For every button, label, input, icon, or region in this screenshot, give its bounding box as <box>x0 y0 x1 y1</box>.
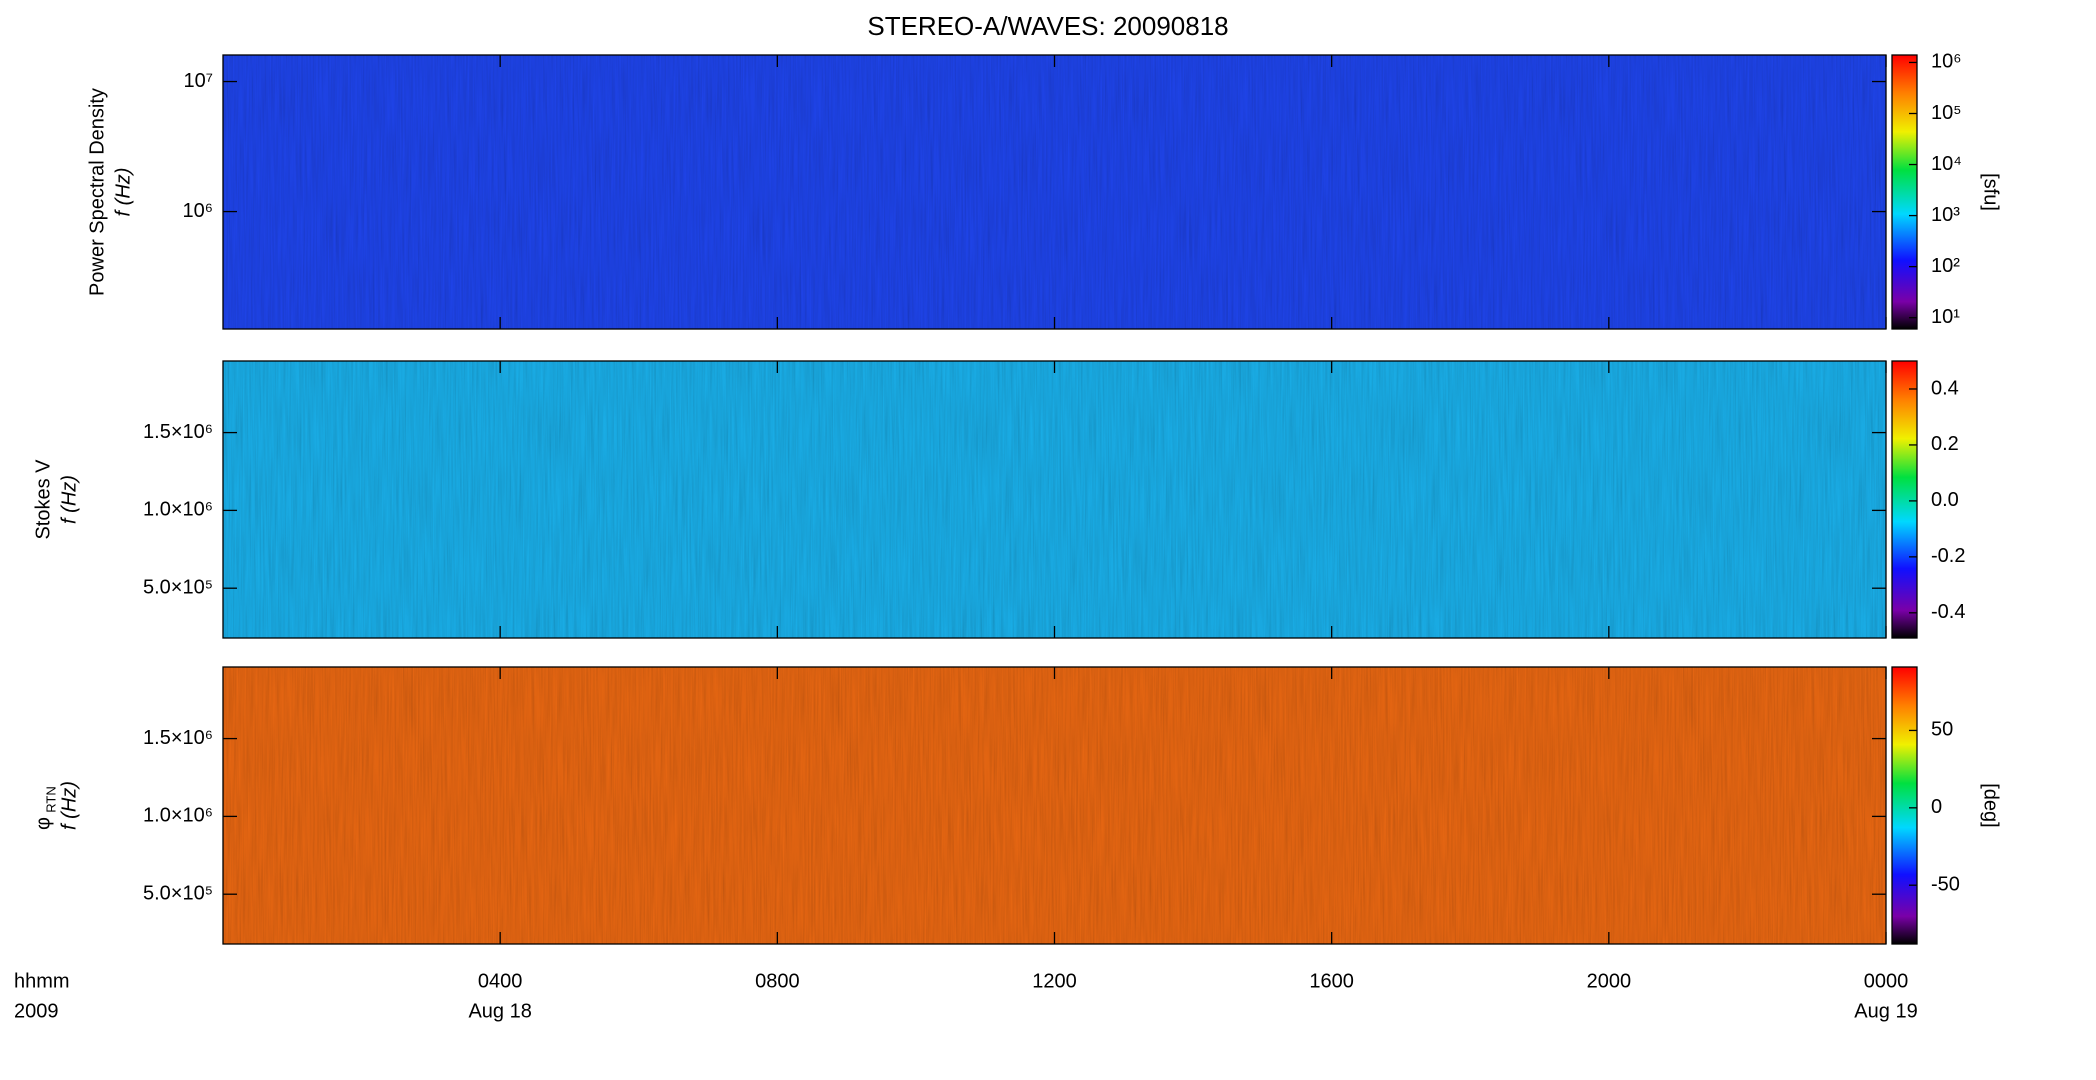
y-tick-label: 1.0×10⁶ <box>143 805 213 827</box>
colorbar-tick-label: 10⁶ <box>1931 51 1961 73</box>
y-tick-label: 5.0×10⁵ <box>143 882 213 904</box>
spectrogram-texture <box>223 55 1886 329</box>
colorbar-tick-label: 10³ <box>1931 204 1960 226</box>
chart-title: STEREO-A/WAVES: 20090818 <box>867 11 1228 41</box>
y-axis-label: Power Spectral Density <box>86 88 108 296</box>
colorbar-tick-label: 0.2 <box>1931 433 1959 455</box>
y-axis-label: f (Hz) <box>112 168 134 217</box>
y-axis-label: f (Hz) <box>58 781 80 830</box>
colorbar-tick-label: 10¹ <box>1931 306 1960 328</box>
x-tick-label: 1600 <box>1309 970 1354 992</box>
colorbar-tick-label: 0.0 <box>1931 489 1959 511</box>
y-tick-label: 10⁷ <box>184 70 213 92</box>
spectrogram-texture <box>223 667 1886 944</box>
y-axis-label: f (Hz) <box>58 475 80 524</box>
y-axis-label: Stokes V <box>32 459 54 540</box>
colorbar-tick-label: 10⁴ <box>1931 153 1962 175</box>
colorbar-tick-label: 0.4 <box>1931 377 1959 399</box>
y-axis-subscript: RTN <box>43 786 58 812</box>
colorbar <box>1891 360 1918 639</box>
colorbar-tick-label: 10² <box>1931 255 1960 277</box>
y-tick-label: 1.0×10⁶ <box>143 499 213 521</box>
y-tick-label: 1.5×10⁶ <box>143 421 213 443</box>
colorbar-tick-label: -0.2 <box>1931 545 1965 567</box>
colorbar <box>1891 666 1918 945</box>
y-tick-label: 1.5×10⁶ <box>143 727 213 749</box>
x-tick-label: 2000 <box>1587 970 1632 992</box>
x-tick-label: 0400 <box>478 970 523 992</box>
y-tick-label: 10⁶ <box>183 200 213 222</box>
colorbar-tick-label: -50 <box>1931 873 1960 895</box>
colorbar-tick-label: 0 <box>1931 796 1942 818</box>
spectrogram-texture <box>223 361 1886 638</box>
time-format-label: hhmm <box>14 970 70 992</box>
date-label: Aug 18 <box>468 1000 531 1022</box>
x-tick-label: 0000 <box>1864 970 1909 992</box>
y-axis-symbol: φ <box>32 817 54 830</box>
y-tick-label: 5.0×10⁵ <box>143 576 213 598</box>
colorbar-tick-label: 10⁵ <box>1931 102 1962 124</box>
colorbar-label: [deg] <box>1980 783 2002 827</box>
colorbar <box>1891 54 1918 330</box>
colorbar-tick-label: -0.4 <box>1931 601 1965 623</box>
x-tick-label: 0800 <box>755 970 800 992</box>
date-label: Aug 19 <box>1854 1000 1917 1022</box>
year-label: 2009 <box>14 1000 59 1022</box>
colorbar-label: [sfu] <box>1980 173 2002 211</box>
colorbar-tick-label: 50 <box>1931 719 1953 741</box>
x-tick-label: 1200 <box>1032 970 1077 992</box>
